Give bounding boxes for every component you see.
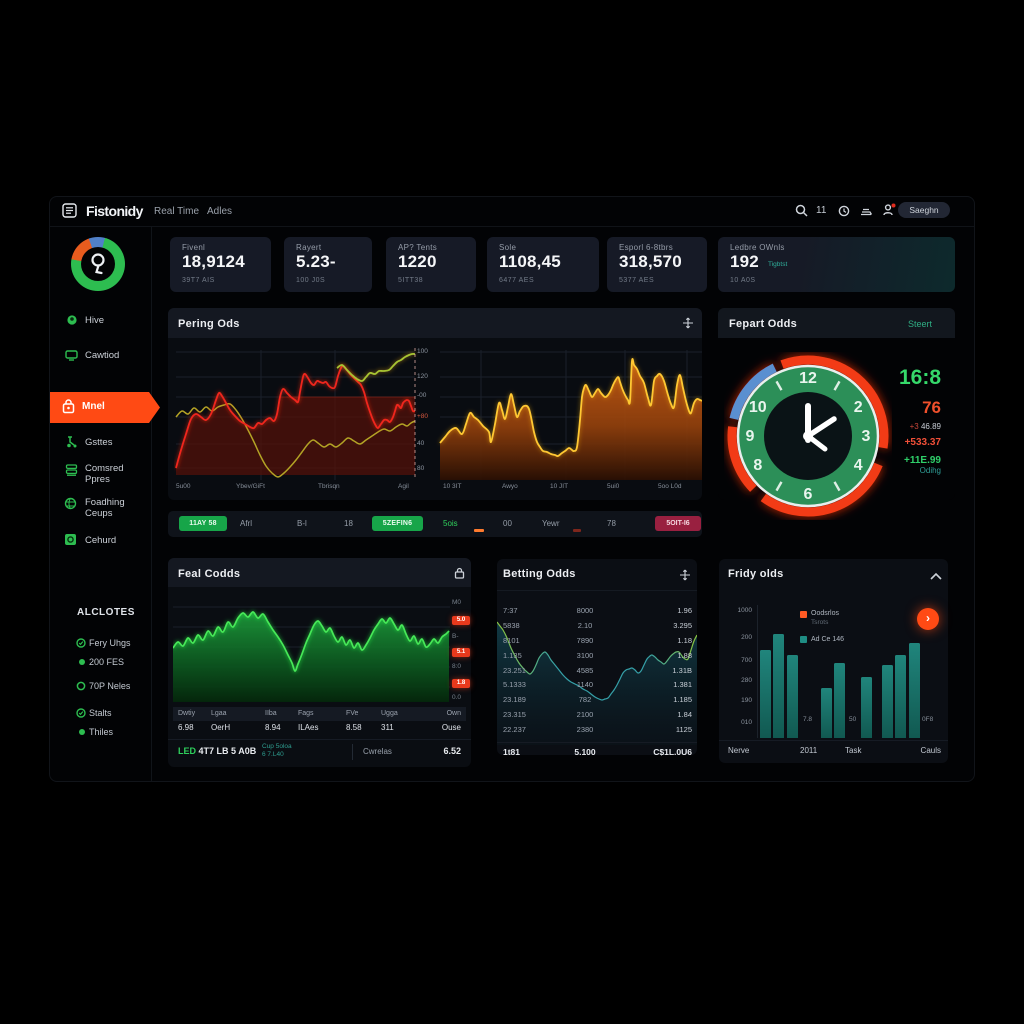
svg-text:12: 12	[799, 370, 817, 387]
svg-text:3: 3	[862, 428, 871, 445]
svg-text:9: 9	[746, 428, 755, 445]
svg-text:10: 10	[749, 399, 767, 416]
svg-text:2: 2	[854, 399, 863, 416]
svg-text:4: 4	[854, 457, 863, 474]
svg-text:6: 6	[804, 486, 813, 503]
svg-text:8: 8	[753, 457, 762, 474]
